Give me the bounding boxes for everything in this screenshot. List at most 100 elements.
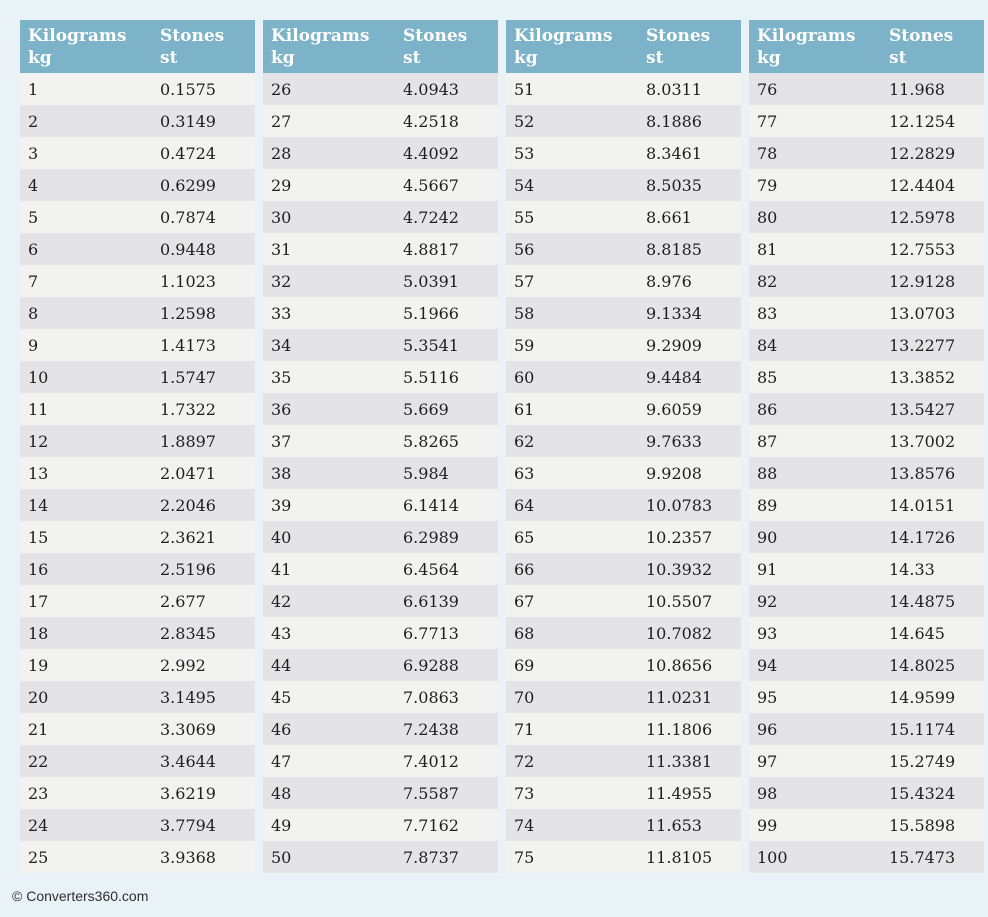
kg-value: 23: [28, 783, 49, 803]
st-value: 14.9599: [889, 687, 956, 707]
st-value: 11.8105: [646, 847, 713, 867]
table-header: Kilograms kg Stones st: [20, 20, 255, 73]
table-row: 93 14.645: [749, 617, 984, 649]
kg-value: 32: [271, 271, 292, 291]
table-row: 45 7.0863: [263, 681, 498, 713]
st-value: 5.5116: [403, 367, 459, 387]
table-row: 8 1.2598: [20, 297, 255, 329]
footer: © Converters360.com: [12, 888, 988, 904]
st-value: 9.9208: [646, 463, 702, 483]
table-row: 81 12.7553: [749, 233, 984, 265]
kg-value: 24: [28, 815, 49, 835]
kg-value: 10: [28, 367, 49, 387]
table-row: 90 14.1726: [749, 521, 984, 553]
table-row: 24 3.7794: [20, 809, 255, 841]
st-value: 7.2438: [403, 719, 459, 739]
st-value: 6.2989: [403, 527, 459, 547]
st-value: 2.5196: [160, 559, 216, 579]
table-body: 51 8.0311 52 8.1886 53 8.3461 54 8.5035 …: [506, 73, 741, 873]
table-row: 95 14.9599: [749, 681, 984, 713]
stones-column-header: Stones st: [889, 25, 984, 73]
table-row: 3 0.4724: [20, 137, 255, 169]
table-row: 54 8.5035: [506, 169, 741, 201]
kg-value: 50: [271, 847, 292, 867]
table-row: 70 11.0231: [506, 681, 741, 713]
kg-value: 87: [757, 431, 778, 451]
table-row: 15 2.3621: [20, 521, 255, 553]
kg-value: 96: [757, 719, 778, 739]
st-value: 3.6219: [160, 783, 216, 803]
table-row: 79 12.4404: [749, 169, 984, 201]
st-value: 8.0311: [646, 79, 702, 99]
kg-value: 82: [757, 271, 778, 291]
table-row: 50 7.8737: [263, 841, 498, 873]
kilograms-header-label: Kilograms: [514, 26, 613, 46]
kg-value: 34: [271, 335, 292, 355]
kg-value: 69: [514, 655, 535, 675]
st-value: 7.4012: [403, 751, 459, 771]
st-value: 13.7002: [889, 431, 956, 451]
st-value: 1.4173: [160, 335, 216, 355]
table-row: 84 13.2277: [749, 329, 984, 361]
st-value: 1.8897: [160, 431, 216, 451]
table-row: 64 10.0783: [506, 489, 741, 521]
stones-column-header: Stones st: [160, 25, 255, 73]
table-row: 58 9.1334: [506, 297, 741, 329]
st-value: 4.7242: [403, 207, 459, 227]
table-row: 10 1.5747: [20, 361, 255, 393]
kilograms-header-label: Kilograms: [271, 26, 370, 46]
kg-value: 28: [271, 143, 292, 163]
kg-value: 94: [757, 655, 778, 675]
table-row: 13 2.0471: [20, 457, 255, 489]
table-body: 1 0.1575 2 0.3149 3 0.4724 4 0.6299 5 0.…: [20, 73, 255, 873]
table-row: 31 4.8817: [263, 233, 498, 265]
kg-value: 1: [28, 79, 39, 99]
st-value: 1.7322: [160, 399, 216, 419]
kg-value: 14: [28, 495, 49, 515]
st-value: 13.5427: [889, 399, 956, 419]
table-row: 88 13.8576: [749, 457, 984, 489]
kg-value: 12: [28, 431, 49, 451]
table-row: 63 9.9208: [506, 457, 741, 489]
st-value: 0.1575: [160, 79, 216, 99]
st-value: 5.0391: [403, 271, 459, 291]
kg-value: 85: [757, 367, 778, 387]
table-row: 47 7.4012: [263, 745, 498, 777]
st-value: 11.4955: [646, 783, 713, 803]
kg-value: 55: [514, 207, 535, 227]
table-row: 52 8.1886: [506, 105, 741, 137]
table-body: 76 11.968 77 12.1254 78 12.2829 79 12.44…: [749, 73, 984, 873]
kg-value: 95: [757, 687, 778, 707]
table-row: 71 11.1806: [506, 713, 741, 745]
st-value: 5.984: [403, 463, 449, 483]
table-row: 46 7.2438: [263, 713, 498, 745]
kg-value: 42: [271, 591, 292, 611]
st-value: 4.5667: [403, 175, 459, 195]
st-value: 7.0863: [403, 687, 459, 707]
kg-value: 41: [271, 559, 292, 579]
st-value: 6.1414: [403, 495, 459, 515]
table-body: 26 4.0943 27 4.2518 28 4.4092 29 4.5667 …: [263, 73, 498, 873]
table-row: 75 11.8105: [506, 841, 741, 873]
kg-value: 39: [271, 495, 292, 515]
kg-value: 15: [28, 527, 49, 547]
kg-value: 77: [757, 111, 778, 131]
table-header: Kilograms kg Stones st: [263, 20, 498, 73]
table-row: 30 4.7242: [263, 201, 498, 233]
kg-to-stones-table: Kilograms kg Stones st 76 11.968 77 12.1…: [749, 20, 984, 873]
table-row: 5 0.7874: [20, 201, 255, 233]
table-row: 4 0.6299: [20, 169, 255, 201]
table-row: 86 13.5427: [749, 393, 984, 425]
table-row: 80 12.5978: [749, 201, 984, 233]
table-row: 91 14.33: [749, 553, 984, 585]
st-value: 8.5035: [646, 175, 702, 195]
kg-value: 97: [757, 751, 778, 771]
st-value: 15.2749: [889, 751, 956, 771]
st-value: 0.6299: [160, 175, 216, 195]
table-row: 82 12.9128: [749, 265, 984, 297]
table-row: 57 8.976: [506, 265, 741, 297]
table-row: 67 10.5507: [506, 585, 741, 617]
kilograms-header-label: Kilograms: [757, 26, 856, 46]
kg-value: 27: [271, 111, 292, 131]
kg-value: 70: [514, 687, 535, 707]
